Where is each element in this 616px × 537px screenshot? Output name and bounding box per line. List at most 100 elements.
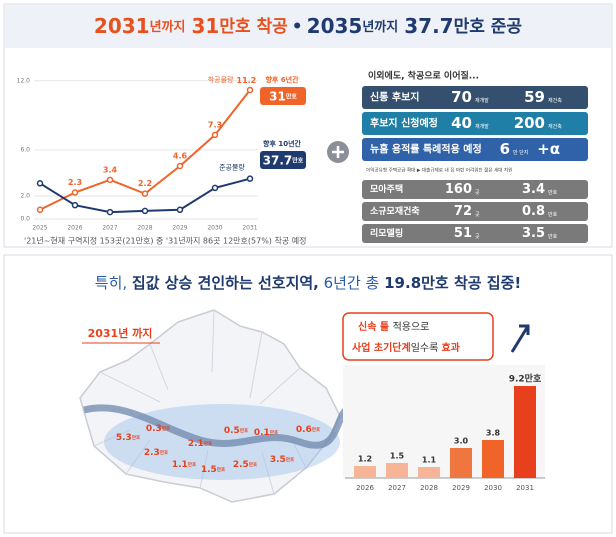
unit: 만호 xyxy=(286,92,298,100)
value-label: 7.3 xyxy=(208,120,222,129)
x-tick-label: 2031 xyxy=(242,225,257,232)
series-label: 준공물량 xyxy=(219,164,245,172)
total: 31 xyxy=(269,89,286,103)
callout-line: 신속 틀 적용으로 xyxy=(358,320,429,333)
title-part: 6년간 총 xyxy=(319,274,384,292)
plus-sign xyxy=(332,146,344,158)
value-label: 2.2 xyxy=(138,179,152,188)
y-tick-label: 6.0 xyxy=(20,146,30,153)
point xyxy=(176,162,184,170)
x-tick-label: 2030 xyxy=(484,484,502,492)
point xyxy=(141,190,149,197)
unit: 만호 xyxy=(160,449,168,456)
row-unit: 재개발 xyxy=(475,123,489,130)
callout-part: 사업 초기단계 xyxy=(352,341,411,354)
unit: 만호 xyxy=(312,426,320,433)
row-unit: 만호 xyxy=(548,233,558,240)
callout-part: 적용으로 xyxy=(393,321,430,333)
map-value: 2.3만호 xyxy=(144,448,168,458)
point xyxy=(106,176,114,184)
x-tick-label: 2030 xyxy=(207,225,222,232)
callout-box xyxy=(342,312,494,361)
y-tick-label: 2.0 xyxy=(20,192,30,199)
unit: 만호 xyxy=(249,461,257,468)
x-tick-label: 2028 xyxy=(420,484,438,492)
bar xyxy=(514,386,536,478)
row-value: 3.5 xyxy=(522,226,545,241)
table-row xyxy=(362,86,588,109)
annotation-value: 37.7만호 xyxy=(263,153,304,167)
point xyxy=(36,180,44,187)
value: 5.3 xyxy=(116,433,132,443)
map-outline xyxy=(79,309,341,503)
unit: 만호 xyxy=(286,456,294,463)
map-value: 2.1만호 xyxy=(188,439,212,449)
table-row xyxy=(362,224,588,243)
point xyxy=(211,184,219,192)
bottom-title: 특히, 집값 상승 견인하는 선호지역, 6년간 총 19.8만호 착공 집중! xyxy=(95,274,521,292)
title-part: • xyxy=(292,17,303,37)
value-label: 9.2만호 xyxy=(509,373,542,385)
point xyxy=(36,206,44,214)
row-unit: 곳 xyxy=(475,190,480,196)
annotation-value: 31만호 xyxy=(269,89,297,103)
map-value: 2.5만호 xyxy=(233,460,257,470)
bar xyxy=(354,466,376,478)
bar xyxy=(418,467,440,478)
y-tick-label: 12.0 xyxy=(17,77,31,84)
total: 37.7 xyxy=(263,153,293,167)
value: 2.1 xyxy=(188,439,204,449)
row-unit: 재건축 xyxy=(548,123,562,130)
point xyxy=(211,131,219,139)
row-value: 40 xyxy=(451,114,472,132)
series-name: 준공물량 xyxy=(219,164,245,172)
callout-line: 사업 초기단계일수록 효과 xyxy=(352,341,461,354)
value: 0.3 xyxy=(146,424,162,434)
row-unit: 만호 xyxy=(548,211,558,218)
map-value: 5.3만호 xyxy=(116,433,140,443)
value-label: 1.1 xyxy=(422,456,437,465)
title-part: 년까지 xyxy=(150,20,186,35)
annotation: 향후 10년간 xyxy=(263,139,301,148)
row-label: 신통 후보지 xyxy=(370,91,419,104)
row-value: 3.4 xyxy=(522,182,545,197)
x-tick-label: 2029 xyxy=(452,484,470,492)
title-part: 19.8만호 착공 집중! xyxy=(384,274,521,292)
x-tick-label: 2029 xyxy=(172,225,187,232)
unit: 만호 xyxy=(217,466,225,473)
title-part: 37.7 xyxy=(404,14,453,38)
unit: 만호 xyxy=(204,440,212,447)
unit: 만호 xyxy=(162,425,170,432)
title-part: 만호 착공 xyxy=(219,17,288,37)
x-tick-label: 2027 xyxy=(388,484,406,492)
table-heading: 이외에도, 착공으로 이어질... xyxy=(368,70,479,82)
unit: 만호 xyxy=(188,461,196,468)
value: 3.5 xyxy=(270,455,286,465)
row-unit: 재건축 xyxy=(548,97,562,104)
callout-part: 효과 xyxy=(441,341,460,354)
callout-part: 신속 틀 xyxy=(358,320,393,333)
title-part: 집값 상승 견인하는 선호지역, xyxy=(132,274,319,292)
map-value: 0.6만호 xyxy=(296,425,320,435)
y-tick-label: 0.0 xyxy=(20,216,30,223)
row-label: 후보지 신청예정 xyxy=(370,117,438,130)
value: 1.5 xyxy=(201,465,217,475)
arrow-icon xyxy=(510,324,530,353)
point xyxy=(106,208,114,216)
point xyxy=(71,189,79,196)
row-value: 0.8 xyxy=(522,204,545,219)
map-label: 2031년 까지 xyxy=(88,326,153,340)
table-row xyxy=(362,138,588,161)
map-value: 3.5만호 xyxy=(270,455,294,465)
annotation: 향후 6년간 xyxy=(265,75,299,84)
value: 0.6 xyxy=(296,425,312,435)
x-tick-label: 2031 xyxy=(516,484,534,492)
table-note: 이익공유형 주택공급 확대 ▶ 대출규제로 내 집 마련 어려워진 젊은 세대 … xyxy=(366,167,512,174)
title-part: 만호 준공 xyxy=(454,17,523,37)
value: 1.1 xyxy=(172,460,188,470)
row-unit: 만호 xyxy=(548,189,558,196)
point xyxy=(246,175,254,182)
row-value: 51 xyxy=(454,226,472,241)
